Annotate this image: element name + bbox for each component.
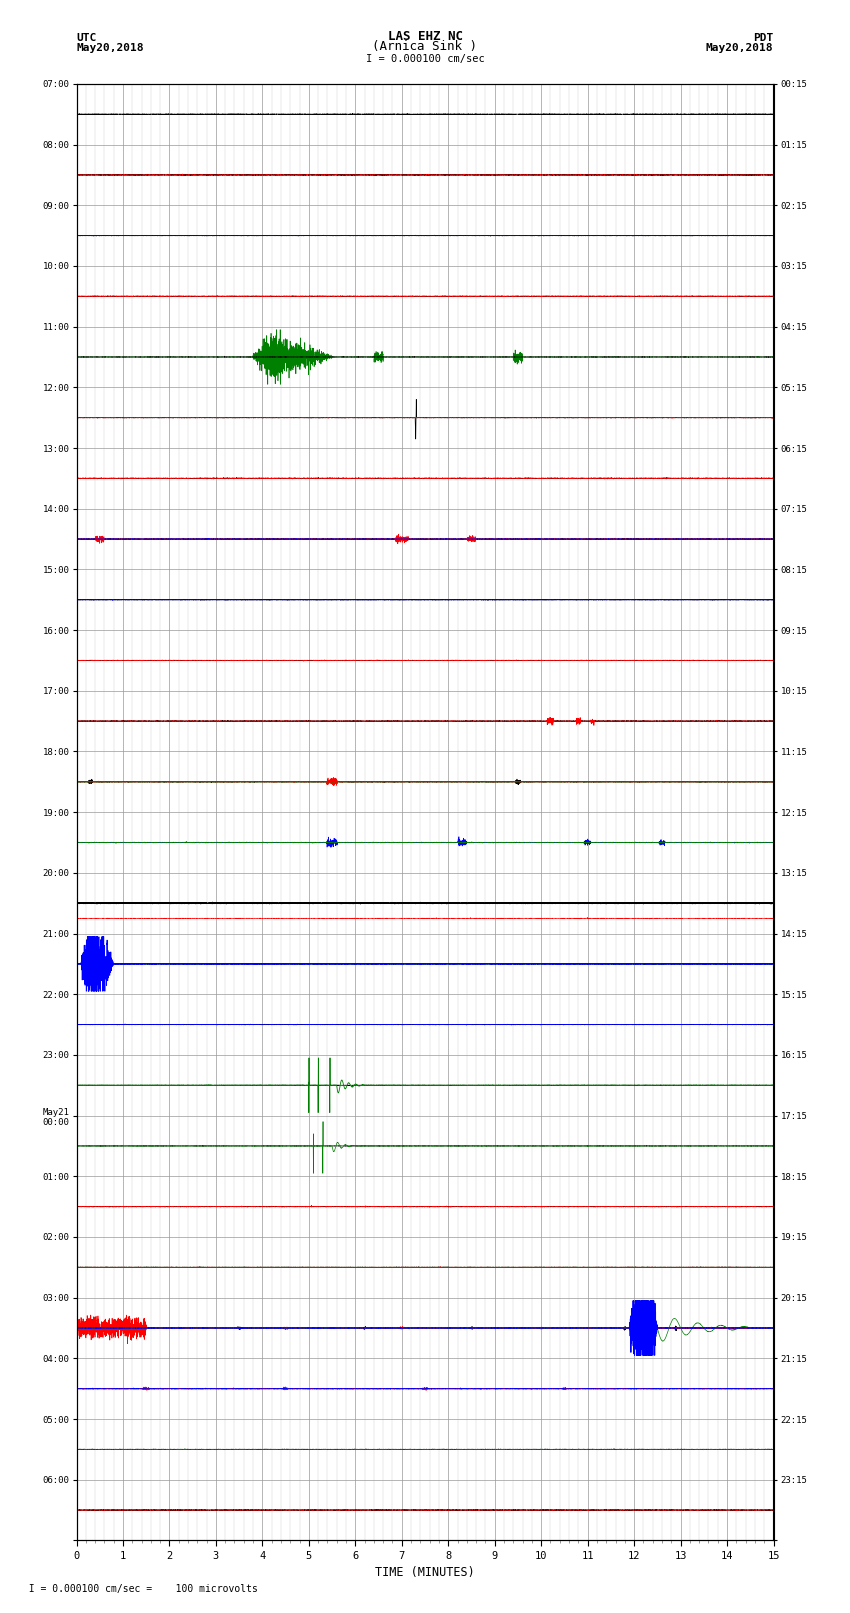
Text: I = 0.000100 cm/sec: I = 0.000100 cm/sec bbox=[366, 53, 484, 65]
Text: LAS EHZ NC: LAS EHZ NC bbox=[388, 29, 462, 44]
Text: UTC: UTC bbox=[76, 32, 97, 44]
Text: I = 0.000100 cm/sec =    100 microvolts: I = 0.000100 cm/sec = 100 microvolts bbox=[17, 1584, 258, 1594]
Text: May20,2018: May20,2018 bbox=[706, 44, 774, 53]
Text: PDT: PDT bbox=[753, 32, 774, 44]
X-axis label: TIME (MINUTES): TIME (MINUTES) bbox=[375, 1566, 475, 1579]
Text: May20,2018: May20,2018 bbox=[76, 44, 144, 53]
Text: (Arnica Sink ): (Arnica Sink ) bbox=[372, 40, 478, 53]
